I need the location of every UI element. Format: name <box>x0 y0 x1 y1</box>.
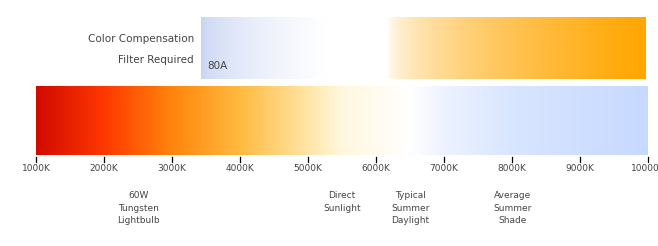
Text: 2000K: 2000K <box>89 164 118 173</box>
Text: Average
Summer
Shade: Average Summer Shade <box>493 191 531 225</box>
Text: 10000K: 10000K <box>631 164 658 173</box>
Text: Typical
Summer
Daylight: Typical Summer Daylight <box>391 191 429 225</box>
Text: 3000K: 3000K <box>158 164 187 173</box>
Text: 60W
Tungsten
Lightbulb: 60W Tungsten Lightbulb <box>117 191 159 225</box>
Text: 4000K: 4000K <box>226 164 255 173</box>
Text: Filter Required: Filter Required <box>118 55 194 65</box>
Text: Direct
Sunlight: Direct Sunlight <box>323 191 361 213</box>
Text: 5000K: 5000K <box>293 164 322 173</box>
Text: Color Compensation: Color Compensation <box>88 34 194 44</box>
Text: 80A: 80A <box>207 61 228 71</box>
Text: 8000K: 8000K <box>497 164 526 173</box>
Text: 1000K: 1000K <box>22 164 51 173</box>
Text: 7000K: 7000K <box>430 164 459 173</box>
Text: 6000K: 6000K <box>362 164 391 173</box>
Text: 9000K: 9000K <box>566 164 595 173</box>
